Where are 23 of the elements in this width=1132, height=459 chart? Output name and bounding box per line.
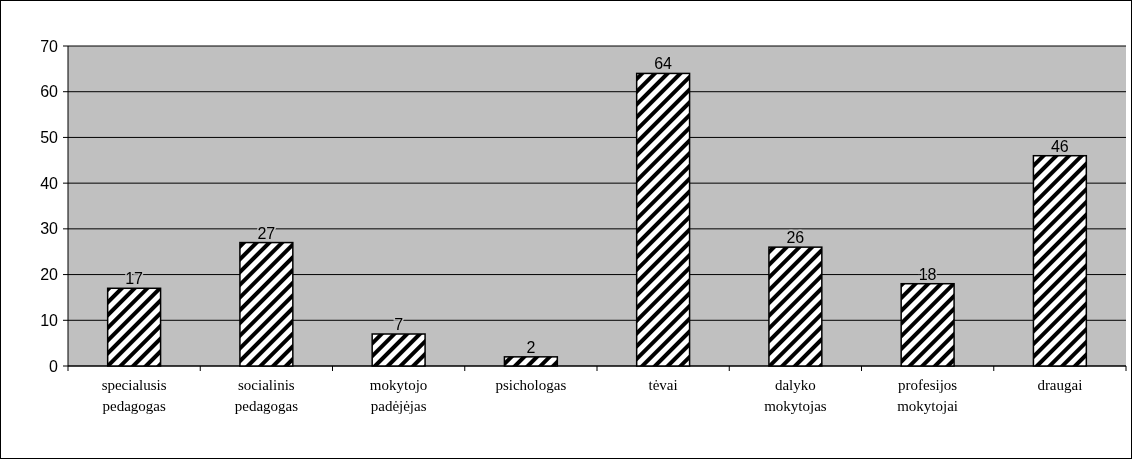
x-tick-label: draugai <box>1037 377 1083 393</box>
y-tick-label: 10 <box>40 311 59 329</box>
y-tick-label: 70 <box>40 37 59 55</box>
y-tick-label: 30 <box>40 220 59 238</box>
data-label: 2 <box>526 338 536 356</box>
x-tick-label: dalyko mokytojas <box>764 377 827 414</box>
data-label: 7 <box>394 316 404 333</box>
data-label: 26 <box>786 229 805 247</box>
x-tick-label: specialusis pedagogas <box>101 377 167 414</box>
y-tick-label: 0 <box>49 357 59 375</box>
x-tick-label: mokytojo padėjėjas <box>369 377 428 414</box>
x-tick-label: psichologas <box>495 377 567 393</box>
x-tick-label: tėvai <box>648 377 678 393</box>
data-label: 17 <box>125 270 144 288</box>
y-tick-label: 20 <box>40 266 59 284</box>
data-label: 27 <box>257 224 276 242</box>
x-tick-label: profesijos mokytojai <box>897 377 959 414</box>
data-label: 46 <box>1050 137 1069 155</box>
y-tick-label: 50 <box>40 129 59 147</box>
x-tick-label: socialinis pedagogas <box>234 377 299 414</box>
data-label: 64 <box>654 55 673 73</box>
y-tick-label: 40 <box>40 174 59 192</box>
y-tick-label: 60 <box>40 83 59 101</box>
